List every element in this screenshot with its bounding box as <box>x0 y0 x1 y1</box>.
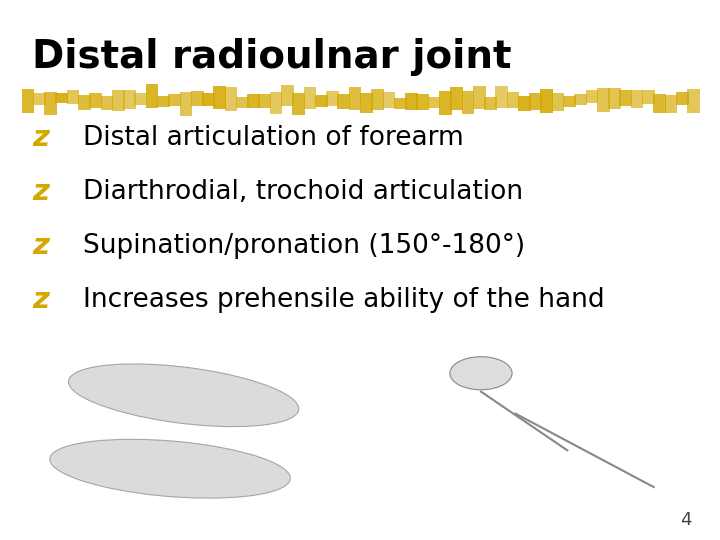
Bar <box>416 94 429 110</box>
Text: z: z <box>32 232 50 260</box>
Bar <box>653 94 666 113</box>
Bar <box>270 92 282 114</box>
Bar <box>529 92 542 110</box>
Bar <box>382 91 395 108</box>
Circle shape <box>450 357 512 390</box>
Text: z: z <box>32 286 50 314</box>
Bar <box>89 93 102 107</box>
Bar <box>575 94 587 105</box>
Bar <box>213 86 226 110</box>
Text: 4: 4 <box>680 511 691 529</box>
Bar <box>687 89 700 113</box>
Text: Increases prehensile ability of the hand: Increases prehensile ability of the hand <box>83 287 604 313</box>
Bar <box>338 94 350 109</box>
Bar <box>168 94 181 106</box>
Bar <box>484 97 497 110</box>
Bar <box>112 90 125 111</box>
Bar <box>372 89 384 110</box>
Bar <box>473 86 485 109</box>
Bar <box>157 96 170 107</box>
Bar <box>225 87 238 111</box>
Bar <box>101 96 113 110</box>
Bar <box>608 88 621 109</box>
Bar <box>145 84 158 108</box>
Bar <box>258 94 271 109</box>
Bar <box>631 90 644 107</box>
Ellipse shape <box>68 364 299 427</box>
Text: Distal radioulnar joint: Distal radioulnar joint <box>32 38 512 76</box>
Bar <box>67 90 79 104</box>
Text: Diarthrodial, trochoid articulation: Diarthrodial, trochoid articulation <box>83 179 523 205</box>
Bar <box>462 91 474 114</box>
Bar <box>304 87 316 109</box>
Bar <box>405 93 418 110</box>
Bar <box>135 93 147 105</box>
Bar <box>247 94 260 108</box>
Bar <box>348 87 361 110</box>
Bar <box>326 91 339 106</box>
Bar <box>450 87 463 110</box>
Bar <box>541 89 553 113</box>
Bar <box>191 91 204 106</box>
Text: Supination/pronation (150°-180°): Supination/pronation (150°-180°) <box>83 233 525 259</box>
Bar <box>44 92 57 115</box>
Bar <box>428 97 441 108</box>
Bar <box>642 90 654 104</box>
Bar <box>78 96 91 110</box>
Bar <box>315 95 328 107</box>
Bar <box>518 96 531 111</box>
Bar <box>507 92 519 108</box>
Bar <box>552 93 564 111</box>
Ellipse shape <box>50 439 290 498</box>
Text: z: z <box>32 178 50 206</box>
Bar <box>394 98 407 109</box>
Text: z: z <box>32 124 50 152</box>
Bar <box>33 93 45 105</box>
Bar <box>55 93 68 103</box>
Bar <box>123 90 136 109</box>
Bar <box>563 96 576 107</box>
Text: Distal articulation of forearm: Distal articulation of forearm <box>83 125 464 151</box>
Bar <box>676 92 688 105</box>
Bar <box>495 86 508 109</box>
Bar <box>22 89 35 113</box>
Bar <box>439 91 451 114</box>
Bar <box>236 97 248 108</box>
Bar <box>585 90 598 103</box>
Bar <box>281 85 294 106</box>
Bar <box>360 93 373 113</box>
Bar <box>665 95 678 113</box>
Bar <box>179 92 192 116</box>
Bar <box>619 90 632 106</box>
Bar <box>292 93 305 115</box>
Bar <box>202 93 215 106</box>
Bar <box>597 88 610 112</box>
